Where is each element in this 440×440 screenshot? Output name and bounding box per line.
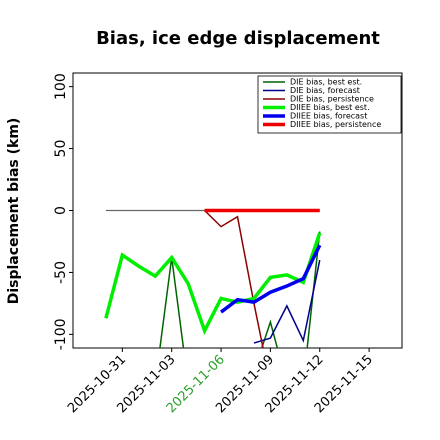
y-axis-label: Displacement bias (km) — [6, 118, 22, 305]
series-line — [159, 231, 321, 348]
y-tick-label: -100 — [53, 318, 69, 350]
legend-label: DIIEE bias, best est. — [290, 103, 370, 112]
chart-title: Bias, ice edge displacement — [96, 28, 380, 49]
series-line — [219, 244, 322, 314]
series-line — [253, 259, 321, 344]
y-tick-label: 0 — [53, 206, 69, 215]
y-tick-label: 50 — [53, 140, 69, 158]
series-line — [204, 209, 264, 348]
legend-label: DIE bias, best est. — [290, 78, 362, 87]
y-tick-label: -50 — [53, 261, 69, 284]
legend-label: DIIEE bias, forecast — [290, 112, 367, 121]
legend-label: DIE bias, forecast — [290, 86, 360, 95]
series-line — [104, 232, 322, 336]
legend-label: DIIEE bias, persistence — [290, 120, 381, 129]
y-tick-label: 100 — [53, 73, 69, 100]
legend-label: DIE bias, persistence — [290, 95, 374, 104]
plot-area — [104, 208, 322, 348]
